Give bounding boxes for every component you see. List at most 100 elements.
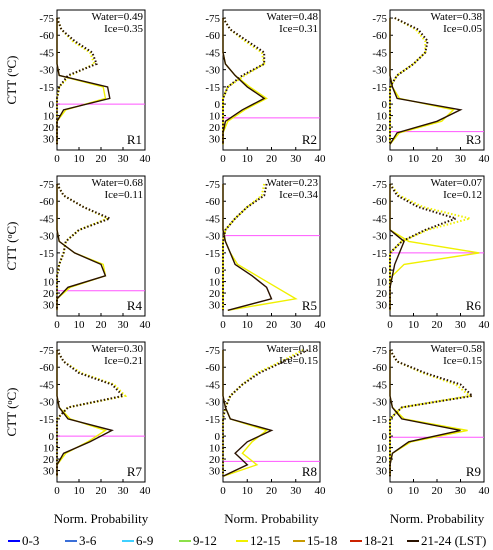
- x-tick-label: 40: [140, 153, 152, 165]
- y-tick-label: 30: [209, 300, 221, 312]
- x-tick-label: 0: [54, 319, 60, 331]
- y-tick-label: 30: [43, 466, 55, 478]
- ice-label: Ice=0.21: [104, 355, 143, 367]
- ice-line: [56, 349, 128, 477]
- water-line: [389, 350, 468, 477]
- y-axis-label: CTT (oC): [4, 388, 19, 437]
- x-tick-label: 0: [54, 485, 60, 497]
- panel-label: R7: [127, 464, 143, 479]
- ice-line: [222, 17, 266, 145]
- y-tick-label: -15: [372, 82, 387, 94]
- x-axis-label: Norm. Probability: [224, 511, 319, 526]
- y-tick-label: 0: [49, 265, 55, 277]
- y-tick-label: -45: [39, 47, 54, 59]
- x-tick-label: 30: [118, 153, 130, 165]
- x-tick-label: 20: [432, 319, 444, 331]
- y-tick-label: -75: [372, 345, 387, 357]
- panel-label: R1: [127, 132, 142, 147]
- ice-line: [222, 183, 266, 311]
- water-line: [56, 18, 111, 145]
- ice-line: [222, 349, 304, 477]
- ice-label: Ice=0.11: [105, 189, 143, 201]
- water-label: Water=0.38: [431, 11, 483, 23]
- x-tick-label: 40: [479, 319, 491, 331]
- panel-label: R6: [466, 298, 482, 313]
- y-tick-label: -75: [205, 345, 220, 357]
- water-line: [222, 18, 268, 145]
- y-axis-label-part: C): [4, 222, 19, 235]
- x-tick-label: 30: [118, 319, 130, 331]
- x-tick-label: 40: [140, 485, 152, 497]
- x-tick-label: 0: [220, 485, 226, 497]
- ice-line: [56, 349, 125, 477]
- x-tick-label: 10: [408, 485, 420, 497]
- x-tick-label: 30: [290, 319, 302, 331]
- y-tick-label: -60: [372, 362, 387, 374]
- water-label: Water=0.18: [267, 343, 319, 355]
- y-tick-label: 30: [376, 466, 388, 478]
- legend-label: 6-9: [136, 533, 153, 548]
- y-tick-label: -45: [39, 379, 54, 391]
- ice-line: [222, 349, 309, 477]
- x-tick-label: 20: [96, 319, 108, 331]
- x-tick-label: 20: [432, 153, 444, 165]
- legend-label: 3-6: [79, 533, 97, 548]
- legend-label: 21-24 (LST): [421, 533, 486, 548]
- y-axis-label-part: CTT (: [4, 405, 19, 437]
- legend-label: 9-12: [193, 533, 217, 548]
- x-axis-label: Norm. Probability: [390, 511, 485, 526]
- y-tick-label: 10: [43, 443, 55, 455]
- y-tick-label: 0: [215, 99, 221, 111]
- ice-line: [56, 183, 113, 311]
- water-line: [222, 350, 269, 477]
- x-tick-label: 10: [242, 153, 254, 165]
- x-tick-label: 20: [266, 153, 278, 165]
- y-tick-label: 10: [43, 277, 55, 289]
- y-tick-label: 20: [209, 122, 221, 134]
- y-tick-label: -45: [39, 213, 54, 225]
- x-tick-label: 30: [290, 153, 302, 165]
- x-tick-label: 20: [96, 153, 108, 165]
- legend-label: 12-15: [250, 533, 280, 548]
- y-tick-label: -75: [205, 179, 220, 191]
- water-line: [389, 18, 463, 145]
- water-line: [222, 184, 298, 311]
- x-tick-label: 10: [74, 153, 86, 165]
- y-tick-label: 10: [209, 111, 221, 123]
- y-axis-label-part: o: [5, 69, 14, 73]
- y-tick-label: -15: [205, 248, 220, 260]
- y-axis-label: CTT (oC): [4, 222, 19, 271]
- y-tick-label: 0: [49, 431, 55, 443]
- panel-label: R3: [466, 132, 481, 147]
- legend-label: 15-18: [307, 533, 337, 548]
- y-tick-label: -45: [205, 379, 220, 391]
- x-tick-label: 40: [140, 319, 152, 331]
- water-label: Water=0.30: [92, 343, 144, 355]
- panel-label: R8: [302, 464, 317, 479]
- y-tick-label: -15: [39, 414, 54, 426]
- y-tick-label: 10: [209, 277, 221, 289]
- y-tick-label: -30: [372, 65, 387, 77]
- y-axis-label-part: o: [5, 235, 14, 239]
- y-tick-label: -30: [205, 231, 220, 243]
- legend-label: 18-21: [364, 533, 394, 548]
- y-axis-label: CTT (oC): [4, 56, 19, 105]
- y-tick-label: 10: [376, 443, 388, 455]
- x-tick-label: 10: [74, 319, 86, 331]
- y-axis-label-part: C): [4, 56, 19, 69]
- y-tick-label: -45: [372, 379, 387, 391]
- y-tick-label: -60: [39, 30, 54, 42]
- x-tick-label: 40: [315, 153, 327, 165]
- ice-line: [389, 183, 459, 311]
- water-label: Water=0.49: [92, 11, 144, 23]
- y-tick-label: -45: [205, 213, 220, 225]
- y-tick-label: -30: [372, 231, 387, 243]
- y-tick-label: -30: [39, 65, 54, 77]
- x-tick-label: 10: [74, 485, 86, 497]
- panel-label: R2: [302, 132, 317, 147]
- y-tick-label: -75: [39, 345, 54, 357]
- x-tick-label: 0: [220, 153, 226, 165]
- ice-label: Ice=0.12: [443, 189, 482, 201]
- x-axis-label: Norm. Probability: [54, 511, 149, 526]
- ice-line: [389, 17, 429, 145]
